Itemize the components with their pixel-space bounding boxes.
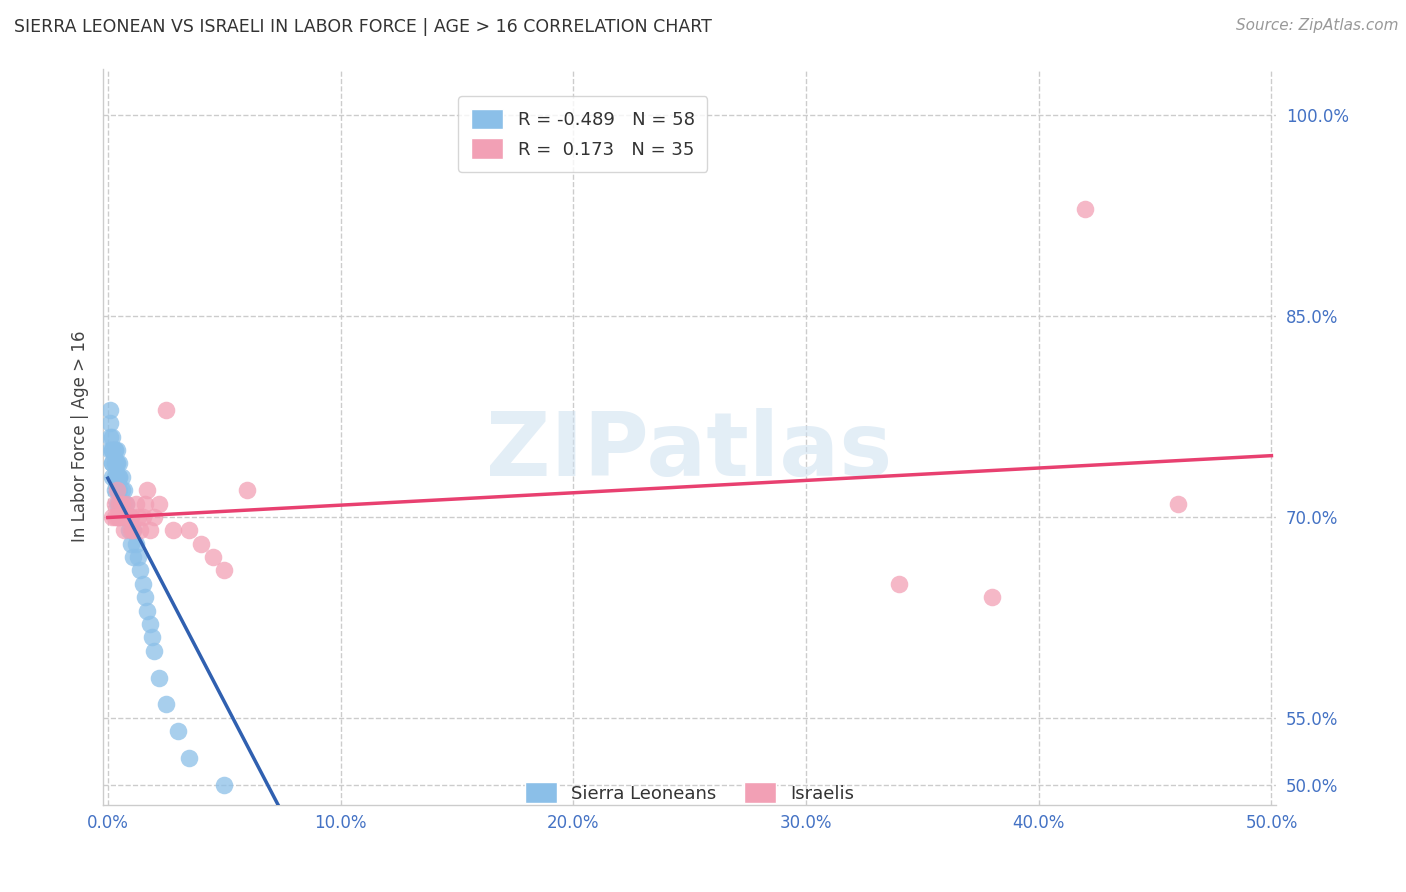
- Point: [136, 483, 159, 497]
- Point: [138, 523, 160, 537]
- Point: [131, 577, 153, 591]
- Point: [101, 469, 124, 483]
- Point: [212, 564, 235, 578]
- Point: [162, 523, 184, 537]
- Point: [111, 469, 134, 483]
- Point: [98, 429, 121, 443]
- Point: [104, 469, 127, 483]
- Point: [104, 456, 127, 470]
- Point: [118, 523, 141, 537]
- Point: [105, 469, 128, 483]
- Point: [148, 496, 170, 510]
- Point: [105, 483, 128, 497]
- Point: [212, 778, 235, 792]
- Point: [105, 509, 128, 524]
- Point: [236, 483, 259, 497]
- Point: [101, 442, 124, 457]
- Point: [112, 509, 135, 524]
- Point: [143, 644, 166, 658]
- Point: [98, 402, 121, 417]
- Point: [115, 496, 138, 510]
- Point: [122, 550, 145, 565]
- Point: [1167, 496, 1189, 510]
- Point: [120, 509, 142, 524]
- Point: [98, 442, 121, 457]
- Point: [108, 496, 131, 510]
- Point: [104, 469, 127, 483]
- Point: [105, 442, 128, 457]
- Point: [129, 564, 152, 578]
- Point: [122, 523, 145, 537]
- Point: [101, 456, 124, 470]
- Point: [115, 509, 138, 524]
- Y-axis label: In Labor Force | Age > 16: In Labor Force | Age > 16: [72, 331, 89, 542]
- Point: [375, 818, 398, 832]
- Point: [111, 496, 134, 510]
- Point: [166, 724, 188, 739]
- Point: [179, 751, 201, 765]
- Point: [101, 442, 124, 457]
- Point: [125, 537, 148, 551]
- Point: [101, 429, 124, 443]
- Point: [104, 483, 127, 497]
- Point: [118, 509, 141, 524]
- Point: [127, 550, 149, 565]
- Point: [118, 509, 141, 524]
- Legend: Sierra Leoneans, Israelis: Sierra Leoneans, Israelis: [517, 775, 862, 810]
- Point: [108, 456, 131, 470]
- Point: [122, 523, 145, 537]
- Point: [120, 509, 142, 524]
- Point: [101, 509, 124, 524]
- Point: [108, 469, 131, 483]
- Point: [179, 523, 201, 537]
- Point: [112, 483, 135, 497]
- Point: [105, 496, 128, 510]
- Point: [104, 496, 127, 510]
- Point: [155, 402, 177, 417]
- Point: [115, 496, 138, 510]
- Point: [155, 698, 177, 712]
- Point: [105, 456, 128, 470]
- Text: SIERRA LEONEAN VS ISRAELI IN LABOR FORCE | AGE > 16 CORRELATION CHART: SIERRA LEONEAN VS ISRAELI IN LABOR FORCE…: [14, 18, 711, 36]
- Point: [887, 577, 910, 591]
- Point: [134, 591, 156, 605]
- Text: ZIPatlas: ZIPatlas: [486, 408, 893, 495]
- Point: [141, 631, 163, 645]
- Point: [1074, 202, 1097, 216]
- Point: [105, 456, 128, 470]
- Point: [201, 550, 224, 565]
- Point: [112, 509, 135, 524]
- Point: [129, 523, 152, 537]
- Point: [108, 483, 131, 497]
- Point: [136, 604, 159, 618]
- Point: [125, 496, 148, 510]
- Point: [111, 496, 134, 510]
- Point: [108, 509, 131, 524]
- Point: [127, 509, 149, 524]
- Point: [190, 537, 212, 551]
- Point: [120, 523, 142, 537]
- Point: [143, 509, 166, 524]
- Point: [104, 442, 127, 457]
- Point: [138, 617, 160, 632]
- Point: [108, 509, 131, 524]
- Point: [981, 591, 1004, 605]
- Point: [98, 416, 121, 430]
- Point: [108, 469, 131, 483]
- Point: [101, 456, 124, 470]
- Point: [104, 509, 127, 524]
- Point: [105, 483, 128, 497]
- Point: [112, 523, 135, 537]
- Point: [134, 496, 156, 510]
- Text: Source: ZipAtlas.com: Source: ZipAtlas.com: [1236, 18, 1399, 33]
- Point: [148, 671, 170, 685]
- Point: [120, 537, 142, 551]
- Point: [104, 456, 127, 470]
- Point: [104, 442, 127, 457]
- Point: [112, 496, 135, 510]
- Point: [108, 496, 131, 510]
- Point: [111, 483, 134, 497]
- Point: [131, 509, 153, 524]
